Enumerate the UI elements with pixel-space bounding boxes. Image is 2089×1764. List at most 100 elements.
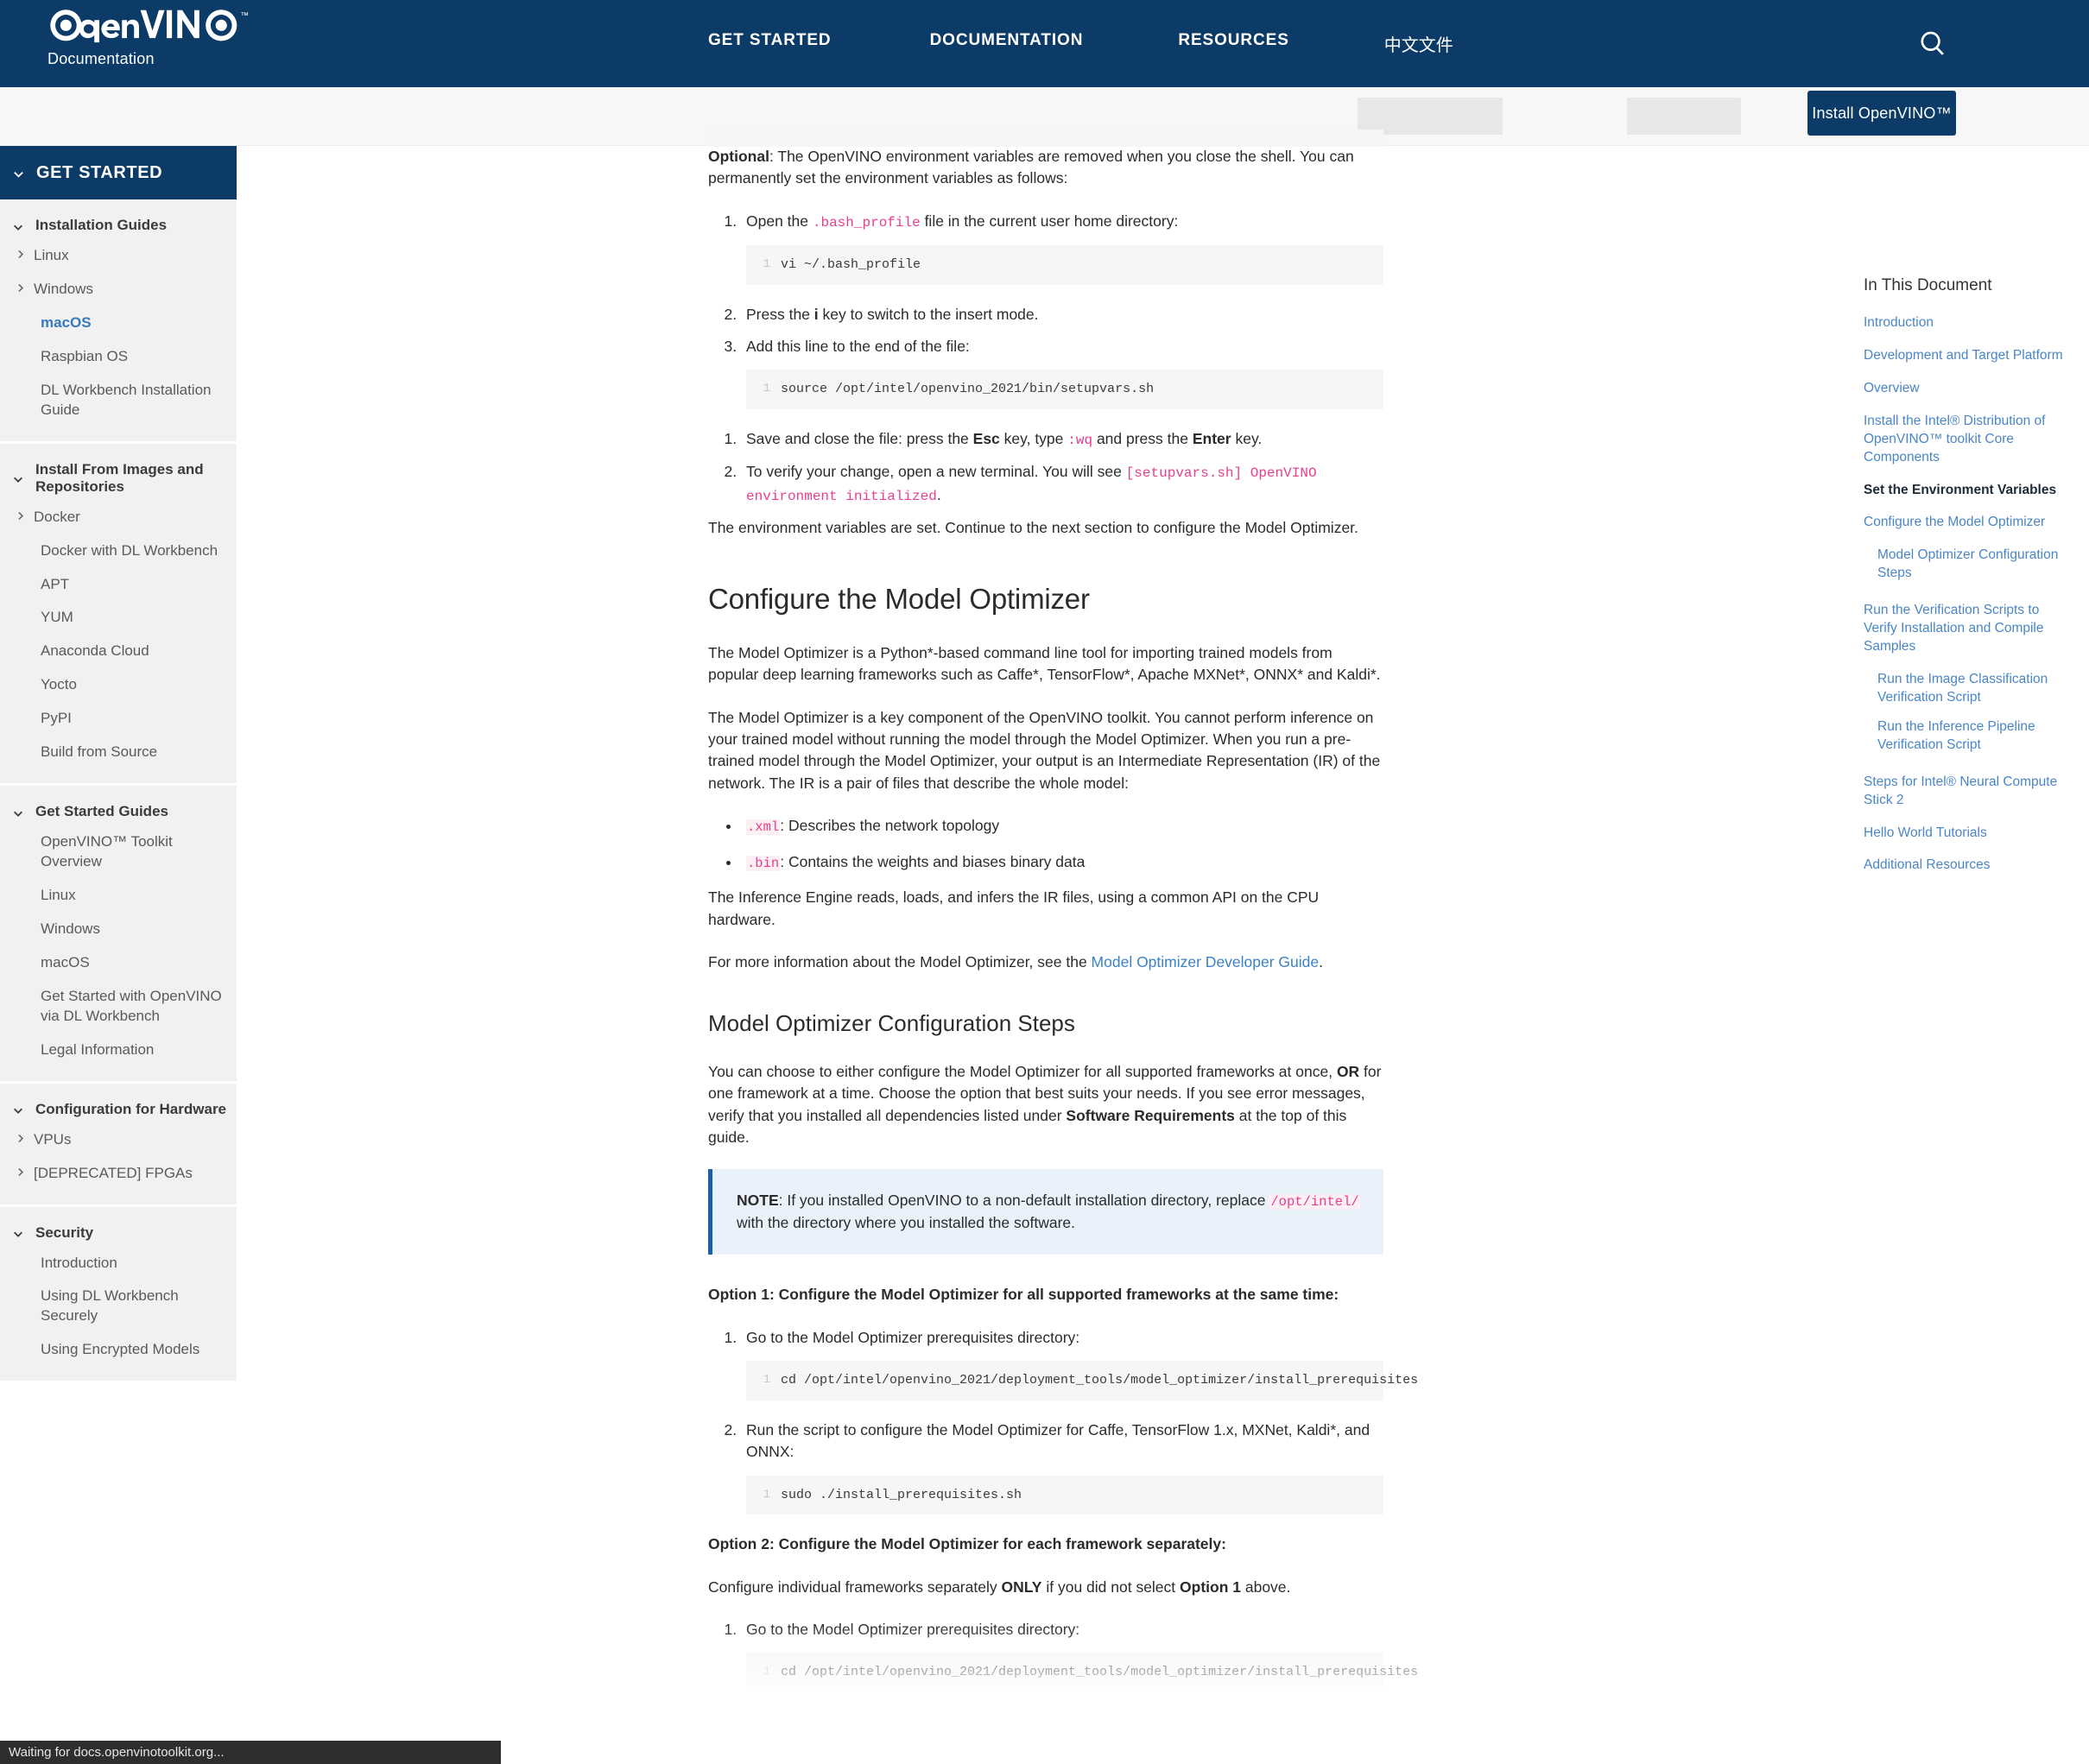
choose-a: You can choose to either configure the M… [708, 1062, 1337, 1080]
framework-caffe: Caffe [804, 1738, 842, 1756]
sidebar-item-label: Introduction [41, 1254, 117, 1271]
list-item: Add this line to the end of the file: 1 … [741, 336, 1383, 410]
sidebar-group-title[interactable]: Security [0, 1219, 237, 1247]
search-icon[interactable] [1916, 28, 1949, 60]
sidebar-group-title[interactable]: Installation Guides [0, 212, 237, 239]
sidebar-item-deprecated-fpgas[interactable]: [DEPRECATED] FPGAs [0, 1157, 237, 1191]
sidebar-item-openvino-toolkit-overview[interactable]: OpenVINO™ Toolkit Overview [0, 825, 237, 879]
toc-item-run-the-verification-scripts-to-verify-i[interactable]: Run the Verification Scripts to Verify I… [1864, 603, 2044, 654]
nav-item-documentation[interactable]: DOCUMENTATION [929, 31, 1084, 49]
chevron-right-icon [15, 282, 26, 294]
language-selector-placeholder[interactable] [1627, 98, 1741, 135]
nav-item-get-started[interactable]: GET STARTED [708, 31, 832, 49]
for-label: For [777, 1738, 805, 1756]
toc-item-configure-the-model-optimizer[interactable]: Configure the Model Optimizer [1864, 515, 2046, 530]
toc-item-install-the-intel-distribution-of-openvi[interactable]: Install the Intel® Distribution of OpenV… [1864, 413, 2046, 465]
sidebar-item-apt[interactable]: APT [0, 568, 237, 602]
toc-item-introduction[interactable]: Introduction [1864, 315, 1934, 330]
sidebar-header-get-started[interactable]: GET STARTED [0, 146, 237, 199]
toc-item-overview[interactable]: Overview [1864, 380, 1920, 395]
step-open-post: file in the current user home directory: [920, 212, 1179, 230]
sidebar-item-linux[interactable]: Linux [0, 239, 237, 273]
toc-item-run-the-image-classification-verificatio[interactable]: Run the Image Classification Verificatio… [1877, 671, 2048, 705]
sidebar-item-yum[interactable]: YUM [0, 601, 237, 635]
note-label: NOTE [737, 1192, 779, 1210]
nav-item-resources[interactable]: RESOURCES [1178, 31, 1289, 49]
chevron-down-icon [12, 473, 24, 485]
xml-desc: : Describes the network topology [780, 817, 1000, 835]
code-block-source[interactable]: 1 source /opt/intel/openvino_2021/bin/se… [746, 370, 1383, 410]
code-block-opt1-cd[interactable]: 1 cd /opt/intel/openvino_2021/deployment… [746, 1361, 1418, 1400]
sidebar-item-label: VPUs [34, 1130, 72, 1148]
more-info-post: . [1319, 952, 1324, 971]
sidebar-item-raspbian-os[interactable]: Raspbian OS [0, 340, 237, 374]
line-number: 1 [763, 382, 770, 396]
sidebar-group-title[interactable]: Install From Images and Repositories [0, 456, 237, 501]
chevron-down-icon [12, 1104, 24, 1116]
sidebar-item-using-encrypted-models[interactable]: Using Encrypted Models [0, 1333, 237, 1367]
sidebar-item-vpus[interactable]: VPUs [0, 1123, 237, 1157]
sidebar-item-label: YUM [41, 609, 73, 626]
chevron-right-icon [15, 249, 26, 260]
toc-item-steps-for-intel-neural-compute-stick-2[interactable]: Steps for Intel® Neural Compute Stick 2 [1864, 774, 2058, 807]
note-text-b: with the directory where you installed t… [737, 1213, 1075, 1231]
list-item: Run the script to configure the Model Op… [741, 1419, 1383, 1515]
version-selector-placeholder[interactable] [1358, 98, 1503, 135]
sidebar-item-get-started-with-openvino-via-dl-workbench[interactable]: Get Started with OpenVINO via DL Workben… [0, 980, 237, 1034]
brand-logo-block[interactable]: ™ Documentation [47, 7, 249, 68]
sidebar-item-anaconda-cloud[interactable]: Anaconda Cloud [0, 635, 237, 668]
sidebar-item-docker[interactable]: Docker [0, 501, 237, 534]
toc-item-model-optimizer-configuration-steps[interactable]: Model Optimizer Configuration Steps [1877, 547, 2059, 581]
sidebar-item-dl-workbench-installation-guide[interactable]: DL Workbench Installation Guide [0, 374, 237, 427]
code-text: sudo ./install_prerequisites.sh [781, 1487, 1022, 1502]
clipped-code-block-top [708, 130, 1383, 147]
sidebar-item-build-from-source[interactable]: Build from Source [0, 736, 237, 769]
sidebar-item-label: Legal Information [41, 1040, 155, 1058]
model-optimizer-developer-guide-link[interactable]: Model Optimizer Developer Guide [1091, 952, 1320, 971]
step-save-pre: Save and close the file: press the [746, 430, 973, 448]
sidebar-group-label: Get Started Guides [35, 803, 168, 820]
sidebar-item-label: Linux [41, 887, 76, 903]
step-add-line: Add this line to the end of the file: [746, 338, 970, 356]
sidebar-item-label: macOS [41, 953, 90, 971]
sidebar-item-windows[interactable]: Windows [0, 273, 237, 307]
toc-item-additional-resources[interactable]: Additional Resources [1864, 857, 1991, 873]
key-esc: Esc [972, 430, 1000, 448]
framework-list: For Caffe: 1 sudo ./install_prerequisite… [746, 1737, 1383, 1764]
sidebar-item-linux[interactable]: Linux [0, 879, 237, 913]
brand-subtitle: Documentation [47, 50, 155, 67]
note-callout: NOTE: If you installed OpenVINO to a non… [708, 1169, 1383, 1255]
sidebar-item-windows[interactable]: Windows [0, 913, 237, 946]
install-openvino-button[interactable]: Install OpenVINO™ [1807, 91, 1956, 136]
sidebar-item-pypi[interactable]: PyPI [0, 702, 237, 736]
toc-item-run-the-inference-pipeline-verification-[interactable]: Run the Inference Pipeline Verification … [1877, 718, 2035, 752]
code-block-opt1-run[interactable]: 1 sudo ./install_prerequisites.sh [746, 1475, 1383, 1515]
sidebar-item-introduction[interactable]: Introduction [0, 1247, 237, 1280]
paragraph-mo-key-component: The Model Optimizer is a key component o… [708, 708, 1381, 792]
list-item: Run the script for your model framework.… [741, 1711, 1383, 1764]
step-verify-post: . [936, 485, 941, 503]
code-text: vi ~/.bash_profile [781, 256, 921, 272]
sidebar-group-label: Configuration for Hardware [35, 1100, 227, 1117]
sidebar-item-docker-with-dl-workbench[interactable]: Docker with DL Workbench [0, 534, 237, 568]
sidebar-item-label: Using DL Workbench Securely [41, 1287, 179, 1325]
code-block-opt2-cd[interactable]: 1 cd /opt/intel/openvino_2021/deployment… [746, 1653, 1418, 1693]
sidebar-item-using-dl-workbench-securely[interactable]: Using DL Workbench Securely [0, 1280, 237, 1333]
sidebar-item-macos[interactable]: macOS [0, 307, 237, 340]
sidebar-group-title[interactable]: Configuration for Hardware [0, 1096, 237, 1123]
paragraph-choose-option: You can choose to either configure the M… [708, 1061, 1383, 1149]
toc-item-set-the-environment-variables[interactable]: Set the Environment Variables [1864, 482, 2057, 497]
sidebar-item-macos[interactable]: macOS [0, 946, 237, 980]
option1-title: Option 1: Configure the Model Optimizer … [708, 1286, 1339, 1304]
toc-item-hello-world-tutorials[interactable]: Hello World Tutorials [1864, 825, 1987, 840]
code-block-vi[interactable]: 1 vi ~/.bash_profile [746, 244, 1383, 285]
nav-item-chinese-docs[interactable]: 中文文件 [1383, 36, 1453, 55]
sidebar-item-legal-information[interactable]: Legal Information [0, 1034, 237, 1067]
sidebar-item-yocto[interactable]: Yocto [0, 668, 237, 702]
toc-item-development-and-target-platform[interactable]: Development and Target Platform [1864, 347, 2063, 363]
sidebar-group: Configuration for Hardware VPUs [DEPRECATE… [0, 1083, 237, 1204]
sidebar-item-label: DL Workbench Installation Guide [41, 381, 212, 418]
paragraph-mo-intro: The Model Optimizer is a Python*-based c… [708, 643, 1381, 684]
sidebar-group-title[interactable]: Get Started Guides [0, 798, 237, 825]
line-number: 1 [763, 256, 770, 271]
